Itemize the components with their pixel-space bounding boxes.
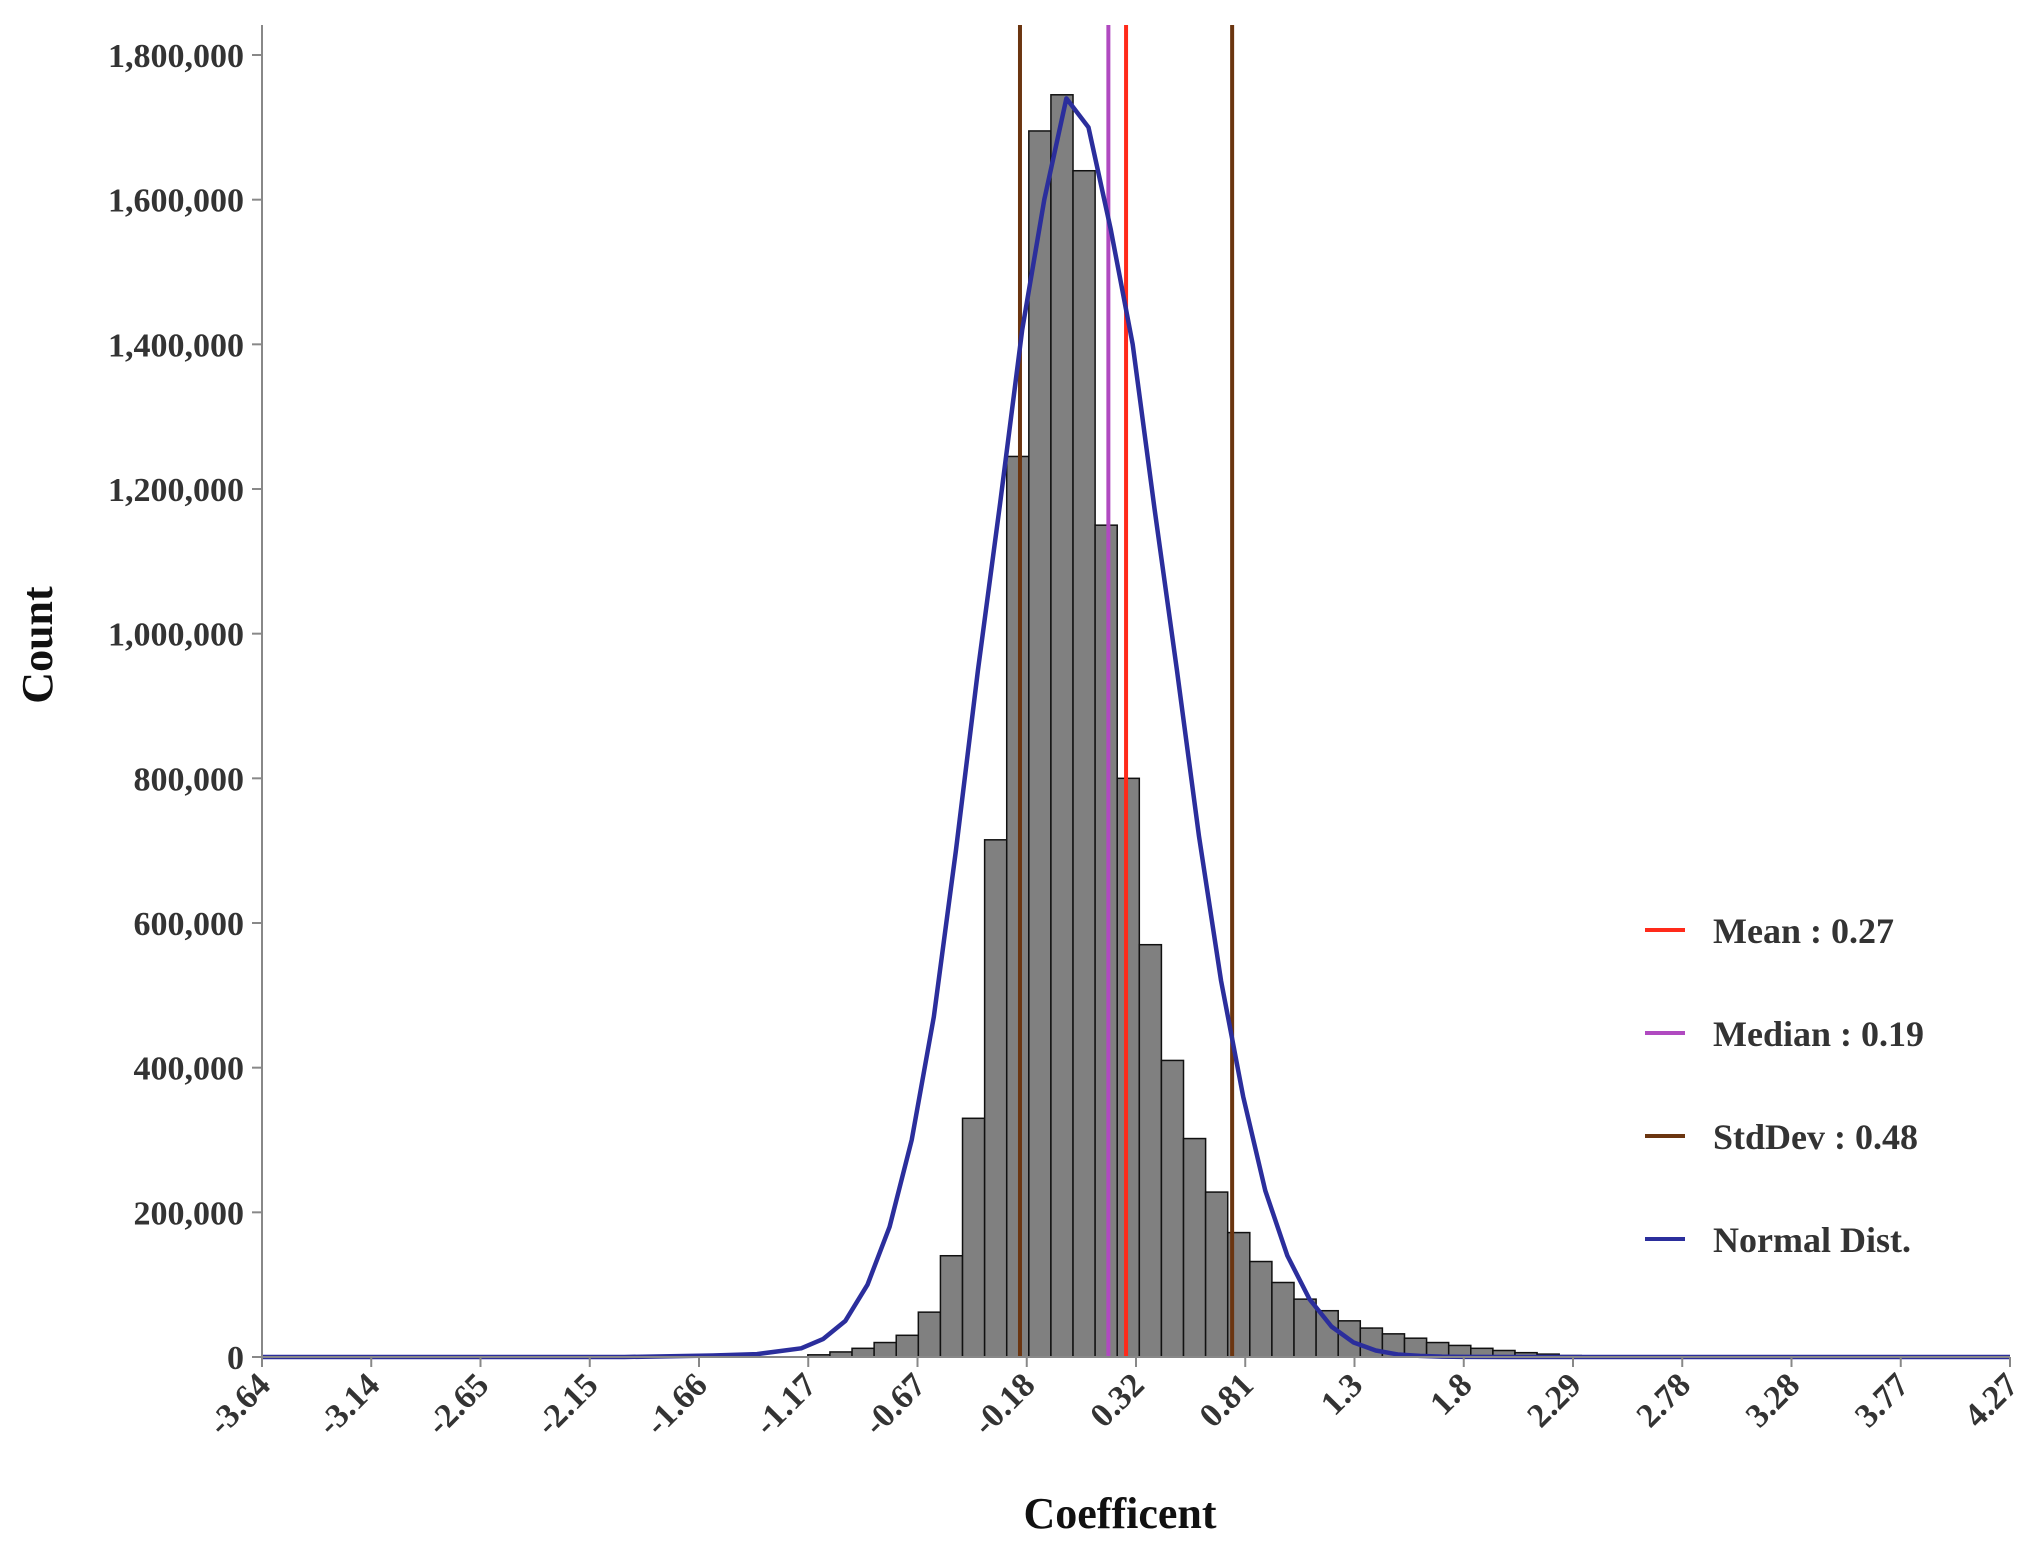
histogram-bar xyxy=(1293,1298,1317,1358)
x-tick-label: 2.29 xyxy=(1520,1366,1588,1434)
histogram-bar xyxy=(917,1311,942,1358)
histogram-bar xyxy=(939,1254,964,1358)
y-tick-label: 600,000 xyxy=(134,906,245,943)
normal-distribution-curve xyxy=(262,96,2010,1360)
y-tick-label: 1,600,000 xyxy=(108,183,244,220)
histogram-bar xyxy=(1204,1191,1229,1358)
x-tick-label: -2.15 xyxy=(529,1366,605,1442)
histogram-bar xyxy=(895,1334,920,1358)
histogram-bar xyxy=(983,839,1008,1358)
x-tick-label: -3.64 xyxy=(201,1366,277,1442)
histogram-bar xyxy=(1094,524,1118,1358)
x-tick-label: 0.81 xyxy=(1193,1366,1261,1434)
histogram-bar xyxy=(851,1347,875,1358)
legend-label: Median : 0.19 xyxy=(1713,1014,1924,1054)
y-tick-label: 200,000 xyxy=(134,1195,245,1232)
y-tick-label: 0 xyxy=(227,1340,244,1377)
legend-label: StdDev : 0.48 xyxy=(1713,1117,1918,1157)
y-tick-label: 1,000,000 xyxy=(108,617,244,654)
x-tick-label: -3.14 xyxy=(311,1366,387,1442)
x-tick-label: -1.66 xyxy=(638,1366,714,1442)
x-tick-label: -1.17 xyxy=(748,1366,824,1442)
histogram-bar xyxy=(1116,777,1141,1358)
legend-label: Normal Dist. xyxy=(1713,1220,1911,1260)
axes-layer xyxy=(252,25,2011,1367)
x-tick-label: -0.67 xyxy=(857,1366,933,1442)
histogram-bar xyxy=(1249,1260,1273,1358)
histogram-bar xyxy=(961,1117,986,1358)
histogram-bar xyxy=(1271,1281,1295,1358)
x-tick-label: 0.32 xyxy=(1083,1366,1151,1434)
y-tick-label: 1,200,000 xyxy=(108,472,244,509)
reference-lines-layer xyxy=(1017,25,1235,1357)
x-tick-label: 2.78 xyxy=(1630,1366,1698,1434)
y-tick-label: 1,800,000 xyxy=(108,38,244,75)
y-axis-title: Count xyxy=(13,586,62,704)
histogram-bar xyxy=(1160,1059,1185,1358)
bars-layer xyxy=(807,94,1605,1358)
y-tick-label: 1,400,000 xyxy=(108,327,244,364)
histogram-bar xyxy=(1182,1137,1207,1358)
x-tick-label: 3.28 xyxy=(1739,1366,1807,1434)
histogram-bar xyxy=(873,1341,897,1358)
histogram-bar xyxy=(1072,169,1096,1358)
x-tick-label: 4.27 xyxy=(1957,1366,2025,1434)
x-tick-label: -2.65 xyxy=(420,1366,496,1442)
histogram-bar xyxy=(1050,94,1074,1358)
histogram-bar xyxy=(1138,943,1163,1358)
y-tick-label: 400,000 xyxy=(134,1051,245,1088)
normal-curve-layer xyxy=(262,96,2010,1360)
x-tick-label: 1.3 xyxy=(1314,1366,1370,1422)
histogram-bar xyxy=(1028,130,1052,1358)
legend-label: Mean : 0.27 xyxy=(1713,911,1894,951)
legend: Mean : 0.27 Median : 0.19 StdDev : 0.48 Nor… xyxy=(1645,911,1924,1260)
x-tick-label: 3.77 xyxy=(1848,1366,1916,1434)
x-axis-title: Coefficent xyxy=(1023,1489,1216,1538)
x-tick-label: -0.18 xyxy=(966,1366,1042,1442)
x-tick-label: 1.8 xyxy=(1423,1366,1479,1422)
histogram-bar xyxy=(1005,455,1030,1358)
y-tick-label: 800,000 xyxy=(134,761,245,798)
